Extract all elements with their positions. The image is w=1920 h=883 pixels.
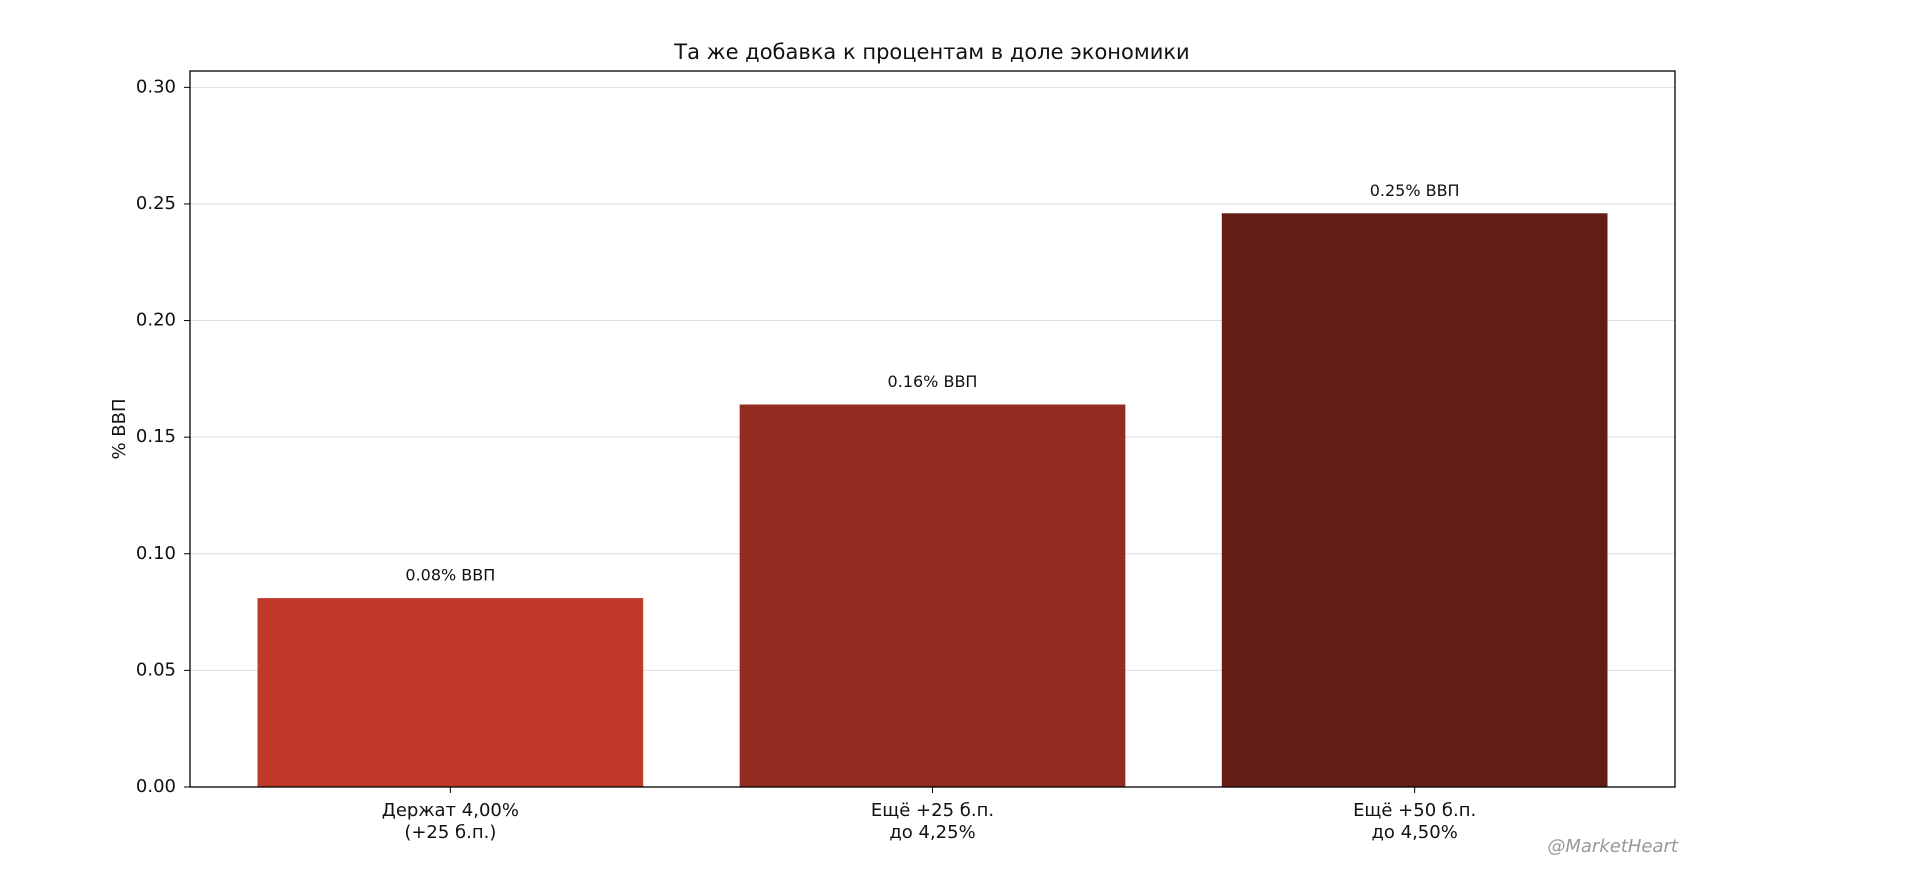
y-tick-label: 0.20 [136,310,176,331]
y-tick-label: 0.25 [136,193,176,214]
x-tick-label: Ещё +50 б.п. до 4,50% [1353,800,1476,843]
y-tick-label: 0.15 [136,426,176,447]
x-tick-label: Держат 4,00% (+25 б.п.) [382,800,519,843]
value-label: 0.16% ВВП [888,372,978,391]
y-tick-label: 0.00 [136,776,176,797]
plot-frame [189,70,1676,788]
y-axis-label: % ВВП [109,398,130,459]
bar [257,598,644,787]
x-tick-label: Ещё +25 б.п. до 4,25% [871,800,994,843]
chart-title: Та же добавка к процентам в доле экономи… [673,40,1189,64]
y-tick-label: 0.30 [136,76,176,97]
value-label: 0.08% ВВП [405,566,495,585]
y-tick-label: 0.05 [136,659,176,680]
value-label: 0.25% ВВП [1370,181,1460,200]
bar [1221,213,1608,788]
bar [739,404,1126,787]
y-tick-label: 0.10 [136,543,176,564]
watermark: @MarketHeart [1547,836,1679,857]
